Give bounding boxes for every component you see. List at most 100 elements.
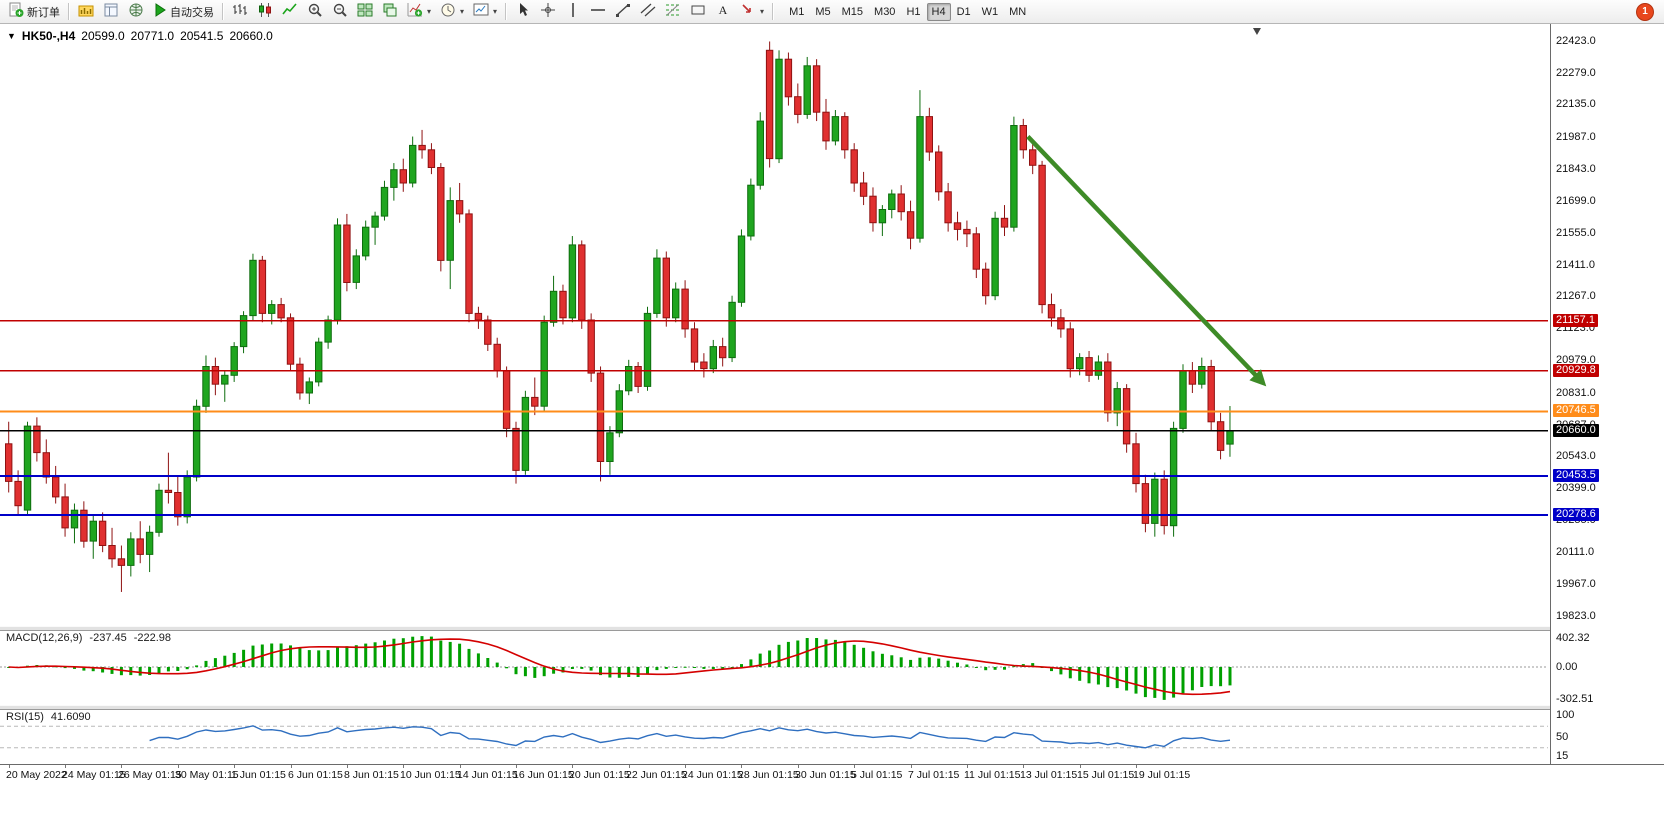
macd-label: MACD(12,26,9) bbox=[6, 632, 83, 644]
price-tick: -302.51 bbox=[1556, 693, 1594, 705]
price-tick: 21555.0 bbox=[1556, 226, 1596, 239]
svg-text:A: A bbox=[719, 3, 728, 17]
time-label: 14 Jun 01:15 bbox=[457, 769, 518, 781]
price-tick: 22423.0 bbox=[1556, 34, 1596, 47]
price-tick: 50 bbox=[1556, 731, 1569, 743]
candlestick-mode-button[interactable] bbox=[253, 2, 277, 22]
crosshair-tool-button[interactable] bbox=[536, 2, 560, 22]
new-order-button[interactable]: 新订单 bbox=[4, 2, 64, 22]
notification-badge[interactable]: 1 bbox=[1636, 2, 1654, 21]
channel-tool-button[interactable] bbox=[636, 2, 660, 22]
cascade-windows-button[interactable] bbox=[378, 2, 402, 22]
cursor-tool-button[interactable] bbox=[511, 2, 535, 22]
chart-high-value: 20771.0 bbox=[130, 29, 175, 43]
timeframe-mn[interactable]: MN bbox=[1004, 3, 1031, 21]
bar-chart-mode-button[interactable] bbox=[228, 2, 252, 22]
channel-icon bbox=[640, 2, 656, 21]
trend-arrow bbox=[1026, 134, 1267, 387]
panel-splitter[interactable] bbox=[0, 626, 1664, 631]
time-axis[interactable]: 20 May 2022 24 May 01:15 26 May 01:15 30 Ma… bbox=[0, 764, 1664, 787]
price-tick: 20979.0 bbox=[1556, 354, 1596, 367]
periods-clock-icon bbox=[440, 2, 456, 21]
vertical-line-tool-button[interactable] bbox=[561, 2, 585, 22]
rsi-label-row: RSI(15) 41.6090 bbox=[6, 711, 91, 723]
time-tick bbox=[911, 765, 912, 768]
time-tick bbox=[516, 765, 517, 768]
new-order-label: 新订单 bbox=[27, 6, 60, 19]
chart-collapse-icon[interactable]: ▼ bbox=[7, 31, 16, 41]
toolbar: 新订单 自动交易 ▾ ▾ ▾ A ▾ M1 M5 M15 M30 H1 H4 D1 W1 M bbox=[0, 0, 1664, 24]
time-label: 28 Jun 01:15 bbox=[738, 769, 799, 781]
rsi-chart bbox=[0, 725, 1548, 749]
dropdown-caret-icon: ▾ bbox=[760, 7, 765, 16]
time-tick bbox=[1136, 765, 1137, 768]
charts-profile-icon bbox=[78, 2, 94, 21]
timeframe-h4[interactable]: H4 bbox=[926, 2, 951, 21]
time-tick bbox=[1080, 765, 1081, 768]
time-tick bbox=[234, 765, 235, 768]
horizontal-line-tool-button[interactable] bbox=[586, 2, 610, 22]
indicators-button[interactable]: ▾ bbox=[403, 2, 435, 22]
dropdown-caret-icon: ▾ bbox=[427, 7, 432, 16]
auto-trading-label: 自动交易 bbox=[170, 6, 214, 19]
fibonacci-icon bbox=[665, 2, 681, 21]
chart-open-value: 20599.0 bbox=[81, 29, 125, 43]
text-tool-button[interactable]: A bbox=[711, 2, 735, 22]
toolbar-separator bbox=[68, 3, 70, 20]
shapes-tool-button[interactable] bbox=[686, 2, 710, 22]
navigator-button[interactable] bbox=[124, 2, 148, 22]
tile-windows-button[interactable] bbox=[353, 2, 377, 22]
timeframe-m30[interactable]: M30 bbox=[869, 3, 900, 21]
chart-shift-marker bbox=[1252, 28, 1261, 35]
timeframe-h1[interactable]: H1 bbox=[901, 3, 925, 21]
timeframe-m15[interactable]: M15 bbox=[837, 3, 868, 21]
timeframe-w1[interactable]: W1 bbox=[977, 3, 1004, 21]
templates-button[interactable]: ▾ bbox=[469, 2, 501, 22]
macd-chart bbox=[0, 636, 1548, 700]
price-tick: 20831.0 bbox=[1556, 386, 1596, 399]
arrow-tools-button[interactable]: ▾ bbox=[736, 2, 768, 22]
cursor-icon bbox=[515, 2, 531, 21]
time-tick bbox=[1023, 765, 1024, 768]
profiles-button[interactable] bbox=[74, 2, 98, 22]
price-scale[interactable]: 22423.0 22279.0 22135.0 21987.0 21843.0 21699… bbox=[1550, 24, 1664, 786]
time-label: 7 Jul 01:15 bbox=[908, 769, 960, 781]
price-tick: 22135.0 bbox=[1556, 98, 1596, 111]
data-window-button[interactable] bbox=[99, 2, 123, 22]
macd-histogram bbox=[7, 636, 1232, 700]
zoom-in-button[interactable] bbox=[303, 2, 327, 22]
price-tick: 22279.0 bbox=[1556, 66, 1596, 79]
time-label: 24 Jun 01:15 bbox=[682, 769, 743, 781]
price-tick: 19823.0 bbox=[1556, 609, 1596, 622]
candlestick-icon bbox=[257, 2, 273, 21]
time-label: 20 May 2022 bbox=[6, 769, 67, 781]
macd-signal-line bbox=[8, 638, 1231, 696]
time-label: 19 Jul 01:15 bbox=[1133, 769, 1191, 781]
panel-splitter[interactable] bbox=[0, 705, 1664, 710]
fibonacci-tool-button[interactable] bbox=[661, 2, 685, 22]
chart-plot[interactable] bbox=[0, 26, 1548, 626]
timeframe-m1[interactable]: M1 bbox=[784, 3, 809, 21]
price-tick: 0.00 bbox=[1556, 661, 1578, 674]
time-label: 13 Jul 01:15 bbox=[1020, 769, 1078, 781]
line-chart-mode-button[interactable] bbox=[278, 2, 302, 22]
timeframe-m5[interactable]: M5 bbox=[810, 3, 835, 21]
rsi-value: 41.6090 bbox=[50, 711, 91, 723]
text-icon: A bbox=[715, 2, 731, 21]
zoom-in-icon bbox=[307, 2, 323, 21]
price-line-badge: 21157.1 bbox=[1553, 313, 1598, 327]
toolbar-separator bbox=[505, 3, 508, 20]
rsi-panel[interactable]: RSI(15) 41.6090 bbox=[0, 710, 1548, 764]
zoom-out-button[interactable] bbox=[328, 2, 352, 22]
price-tick: 402.32 bbox=[1556, 632, 1590, 644]
price-tick: 20543.0 bbox=[1556, 450, 1596, 463]
periods-button[interactable]: ▾ bbox=[436, 2, 468, 22]
timeframe-d1[interactable]: D1 bbox=[952, 3, 976, 21]
arrow-tools-icon bbox=[740, 2, 756, 21]
chart-symbol-period: HK50-,H4 bbox=[21, 29, 76, 43]
price-tick: 100 bbox=[1556, 709, 1575, 721]
trendline-tool-button[interactable] bbox=[611, 2, 635, 22]
macd-panel[interactable]: MACD(12,26,9) -237.45 -222.98 bbox=[0, 631, 1548, 705]
auto-trading-button[interactable]: 自动交易 bbox=[149, 2, 218, 22]
time-tick bbox=[572, 765, 573, 768]
